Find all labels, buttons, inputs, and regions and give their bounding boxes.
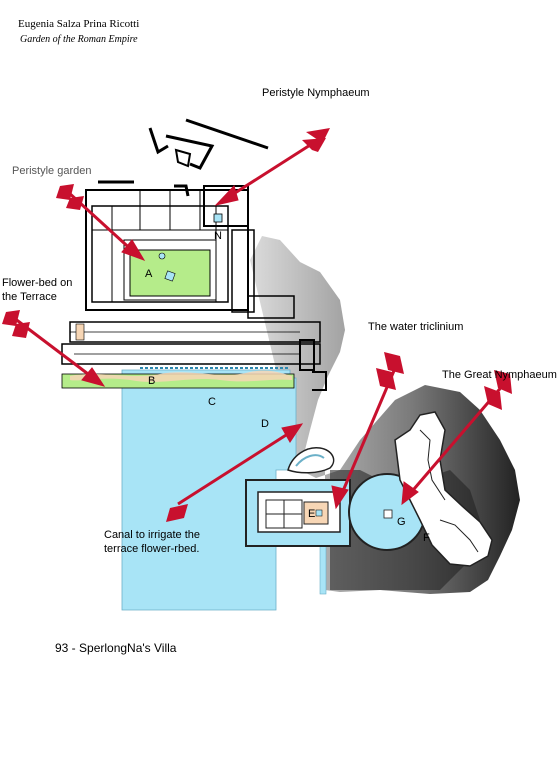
letter-e: E [308, 508, 316, 520]
arrow-water-triclinium [331, 352, 404, 510]
letter-g: G [397, 516, 406, 528]
letter-d: D [261, 418, 269, 430]
arrow-great-nymphaeum [401, 370, 512, 506]
nymphaeum-grotto [394, 411, 493, 567]
arrow-peristyle-nymphaeum [214, 128, 330, 206]
letter-b: B [148, 375, 156, 387]
label-canal-line2: terrace flower-rbed. [104, 543, 200, 555]
book-subtitle: Garden of the Roman Empire [20, 34, 138, 45]
arrow-peristyle-garden [56, 184, 146, 261]
great-pool-island [383, 509, 393, 519]
author-name: Eugenia Salza Prina Ricotti [18, 18, 140, 30]
letter-c: C [208, 396, 216, 408]
letter-n: N [214, 230, 222, 242]
label-great-nymphaeum: The Great Nymphaeum [442, 369, 557, 381]
letter-a: A [145, 268, 153, 280]
label-flower-bed-line1: Flower-bed on [2, 277, 73, 289]
fish-islet [287, 447, 335, 474]
label-canal-line1: Canal to irrigate the [104, 529, 200, 541]
label-flower-bed-line2: the Terrace [2, 291, 57, 303]
arrow-flower-bed [2, 310, 106, 387]
north-walls [98, 118, 269, 197]
arrow-canal [166, 423, 304, 522]
label-peristyle-nymphaeum: Peristyle Nymphaeum [262, 87, 370, 99]
figure-caption: 93 - SperlongNa's Villa [55, 641, 177, 655]
letter-f: F [423, 532, 430, 544]
label-water-triclinium: The water triclinium [368, 321, 464, 333]
label-peristyle-garden: Peristyle garden [12, 165, 92, 177]
